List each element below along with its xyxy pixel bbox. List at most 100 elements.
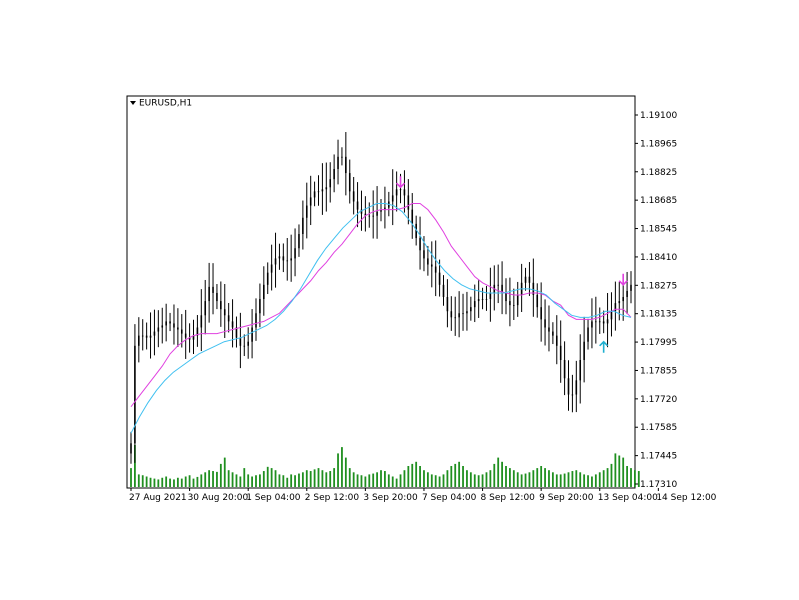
price-bar-body <box>555 335 558 346</box>
volume-bar <box>239 476 242 487</box>
price-bar-body <box>290 258 292 261</box>
price-bar-body <box>356 201 359 210</box>
price-bar-body <box>477 299 480 302</box>
volume-bar <box>173 479 175 487</box>
price-bar-body <box>434 266 437 273</box>
volume-bar <box>532 470 535 487</box>
price-bar-body <box>407 195 410 210</box>
volume-bar <box>180 478 183 487</box>
plot-area-frame <box>126 95 636 489</box>
price-bar-body <box>403 189 406 196</box>
volume-bar <box>309 471 312 487</box>
volume-bar <box>524 473 527 487</box>
x-tick-label: 3 Sep 20:00 <box>363 493 418 503</box>
price-bar-body <box>602 321 605 324</box>
y-tick-label: 1.18965 <box>640 139 677 149</box>
volume-bar <box>454 463 457 487</box>
volume-bar <box>274 470 277 487</box>
price-bar-body <box>325 187 328 190</box>
price-bar-body <box>614 303 617 312</box>
price-bar-body <box>134 345 136 444</box>
price-bar-body <box>610 311 613 320</box>
volume-bar <box>134 445 136 487</box>
price-bar-body <box>294 248 296 259</box>
price-bar-body <box>567 378 570 395</box>
price-bar-body <box>626 290 628 298</box>
price-bar-body <box>302 217 304 235</box>
price-bar-body <box>473 301 476 308</box>
volume-bar <box>278 474 281 487</box>
price-bar-body <box>575 380 578 395</box>
symbol-selector[interactable]: EURUSD,H1 <box>130 99 192 109</box>
x-tick-label: 8 Sep 12:00 <box>481 493 536 503</box>
volume-bar <box>243 468 246 487</box>
volume-bar <box>426 472 429 487</box>
volume-bar <box>434 475 437 487</box>
y-tick-label: 1.19100 <box>640 111 677 121</box>
price-bar-body <box>630 284 632 291</box>
price-bar-body <box>427 258 429 265</box>
volume-bar <box>149 477 152 487</box>
price-bar-body <box>618 301 621 304</box>
symbol-label[interactable]: EURUSD,H1 <box>139 99 192 109</box>
price-bar-body <box>165 321 167 326</box>
price-bar-body <box>411 209 414 224</box>
price-bar-body <box>157 327 160 332</box>
price-bar-body <box>180 329 183 334</box>
volume-bar <box>192 478 195 487</box>
volume-bar <box>184 476 187 487</box>
price-bar-body <box>184 333 187 338</box>
volume-bar <box>325 472 328 487</box>
volume-bar <box>329 471 332 487</box>
volume-bar <box>259 474 261 487</box>
x-axis: 27 Aug 2021 30 Aug 20:001 Sep 04:00 2 Sep … <box>129 488 717 503</box>
y-tick-label: 1.18685 <box>640 196 677 206</box>
price-bar-body <box>466 311 468 314</box>
price-bar-body <box>380 209 382 212</box>
price-bar-body <box>513 305 515 306</box>
price-bar-body <box>141 335 144 337</box>
volume-bar <box>567 472 570 487</box>
price-bar-body <box>196 327 199 336</box>
volume-bar <box>407 466 410 487</box>
price-bar-body <box>606 319 609 324</box>
y-tick-label: 1.17445 <box>640 452 677 462</box>
x-tick-label: 14 Sep 12:00 <box>656 493 716 503</box>
volume-bar <box>223 457 226 487</box>
volume-bar <box>516 472 519 487</box>
volume-bar <box>251 476 253 487</box>
price-bar-body <box>540 307 542 320</box>
volume-bar <box>442 474 445 487</box>
price-bar-body <box>243 345 246 347</box>
price-bar-body <box>395 189 398 196</box>
volume-bar <box>559 474 562 487</box>
volume-bar <box>555 474 558 487</box>
volume-bar <box>372 473 375 487</box>
price-bar-body <box>270 264 273 273</box>
price-bar-body <box>235 327 238 338</box>
price-bar-body <box>454 317 457 319</box>
volume-bar <box>141 475 144 487</box>
price-bar-body <box>442 284 445 298</box>
arrow-down-icon <box>618 273 628 286</box>
volume-bar <box>301 472 304 487</box>
volume-bar <box>548 470 550 487</box>
price-bar-body <box>505 292 507 302</box>
volume-bar <box>630 468 632 487</box>
price-bar-body <box>255 313 257 328</box>
price-bar-body <box>266 272 269 285</box>
volume-bar <box>446 470 449 487</box>
volume-bar <box>438 476 441 487</box>
volume-bar <box>528 472 531 487</box>
price-bar-body <box>583 341 585 361</box>
volume-bar <box>391 476 394 487</box>
price-bar-body <box>532 282 535 295</box>
price-bar-body <box>415 223 417 239</box>
price-bar-body <box>220 301 222 310</box>
triangle-down-icon[interactable] <box>130 101 136 105</box>
price-bar-body <box>348 173 351 192</box>
y-tick-label: 1.18825 <box>640 168 677 178</box>
price-bar-body <box>216 292 218 302</box>
price-bar-body <box>509 301 511 306</box>
